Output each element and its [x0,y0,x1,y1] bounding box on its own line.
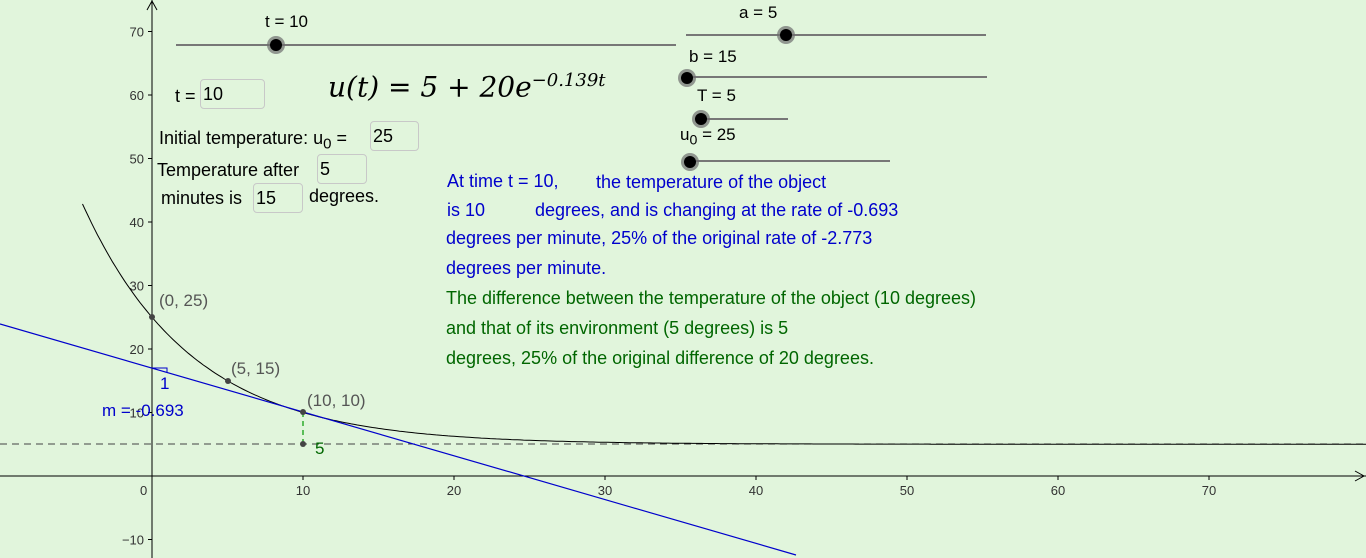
point-five-label: (5, 15) [231,359,280,378]
initial-temp-label: Initial temperature: u0 = [159,128,347,153]
a-slider-label: a = 5 [739,3,778,22]
u0-slider-label-sub: 0 [689,132,698,149]
formula: u(t) = 5 + 20e−0.139t [328,70,606,103]
point-current[interactable] [300,409,306,415]
y-tick-label: 30 [130,279,144,294]
t-slider-track[interactable] [176,44,676,46]
point-five[interactable] [225,378,231,384]
degrees-label: degrees. [309,186,380,206]
minutes-temp-input[interactable]: 15 [253,183,303,213]
gap-label: 5 [315,439,324,458]
x-tick-label: 10 [296,483,310,498]
y-axis-arrow [146,0,158,11]
T-slider-track[interactable] [701,118,788,120]
slope-triangle [152,367,168,372]
t-slider-label: t = 10 [265,12,309,31]
tangent-line[interactable] [0,323,797,556]
point-current-label: (10, 10) [307,391,366,410]
u0-slider-label-main: u [680,125,690,144]
t-slider-knob[interactable] [270,39,282,51]
slope-run-label: 1 [160,374,169,393]
info-line3: degrees per minute, 25% of the original … [446,228,873,248]
info-line2a: is 10 [447,200,486,220]
u0-slider-label-rest: = 25 [697,125,736,144]
diff-line1: The difference between the temperature o… [446,288,976,308]
origin-label: 0 [140,483,147,498]
point-asymptote[interactable] [300,441,306,447]
y-tick-label: 10 [130,406,144,421]
temp-after-input[interactable]: 5 [317,154,367,184]
minutes-is-label: minutes is [161,188,243,208]
x-tick-label: 20 [447,483,461,498]
u0-slider-knob[interactable] [684,156,696,168]
y-tick-label: −10 [122,533,144,548]
T-slider-label: T = 5 [697,86,736,105]
y-tick-label: 60 [130,88,144,103]
b-slider-knob[interactable] [681,72,693,84]
initial-temp-sub: 0 [323,135,332,153]
point-initial-label: (0, 25) [159,291,208,310]
diff-line2: and that of its environment (5 degrees) … [446,318,789,338]
info-line4: degrees per minute. [446,258,607,278]
info-line1b: the temperature of the object [596,172,827,192]
x-tick-label: 30 [598,483,612,498]
t-input-label: t = [175,86,196,106]
t-input[interactable]: 10 [200,79,265,109]
x-tick-label: 60 [1051,483,1065,498]
u0-slider-label: u0 = 25 [680,125,736,148]
x-axis-arrow [1354,470,1366,482]
b-slider-track[interactable] [687,76,987,78]
diff-line3: degrees, 25% of the original difference … [446,348,874,368]
info-line1a: At time t = 10, [447,171,559,191]
y-tick-label: 50 [130,152,144,167]
initial-temp-input[interactable]: 25 [370,121,419,151]
temp-after-label: Temperature after [157,160,300,180]
T-slider-knob[interactable] [695,113,707,125]
y-tick-label: 70 [130,25,144,40]
u0-slider-track[interactable] [690,160,890,162]
x-tick-label: 70 [1202,483,1216,498]
a-slider-track[interactable] [686,34,986,36]
slope-m-label: m = -0.693 [102,401,184,420]
y-tick-label: 20 [130,342,144,357]
x-tick-label: 40 [749,483,763,498]
formula-main: u(t) = 5 + 20e [328,70,532,104]
x-tick-label: 50 [900,483,914,498]
initial-temp-suffix: = [331,128,347,148]
a-slider-knob[interactable] [780,29,792,41]
initial-temp-prefix: Initial temperature: u [159,128,324,148]
b-slider-label: b = 15 [689,47,737,66]
y-tick-label: 40 [130,215,144,230]
info-line2b: degrees, and is changing at the rate of … [535,200,899,220]
formula-exponent: −0.139t [531,70,606,91]
point-initial[interactable] [149,314,155,320]
